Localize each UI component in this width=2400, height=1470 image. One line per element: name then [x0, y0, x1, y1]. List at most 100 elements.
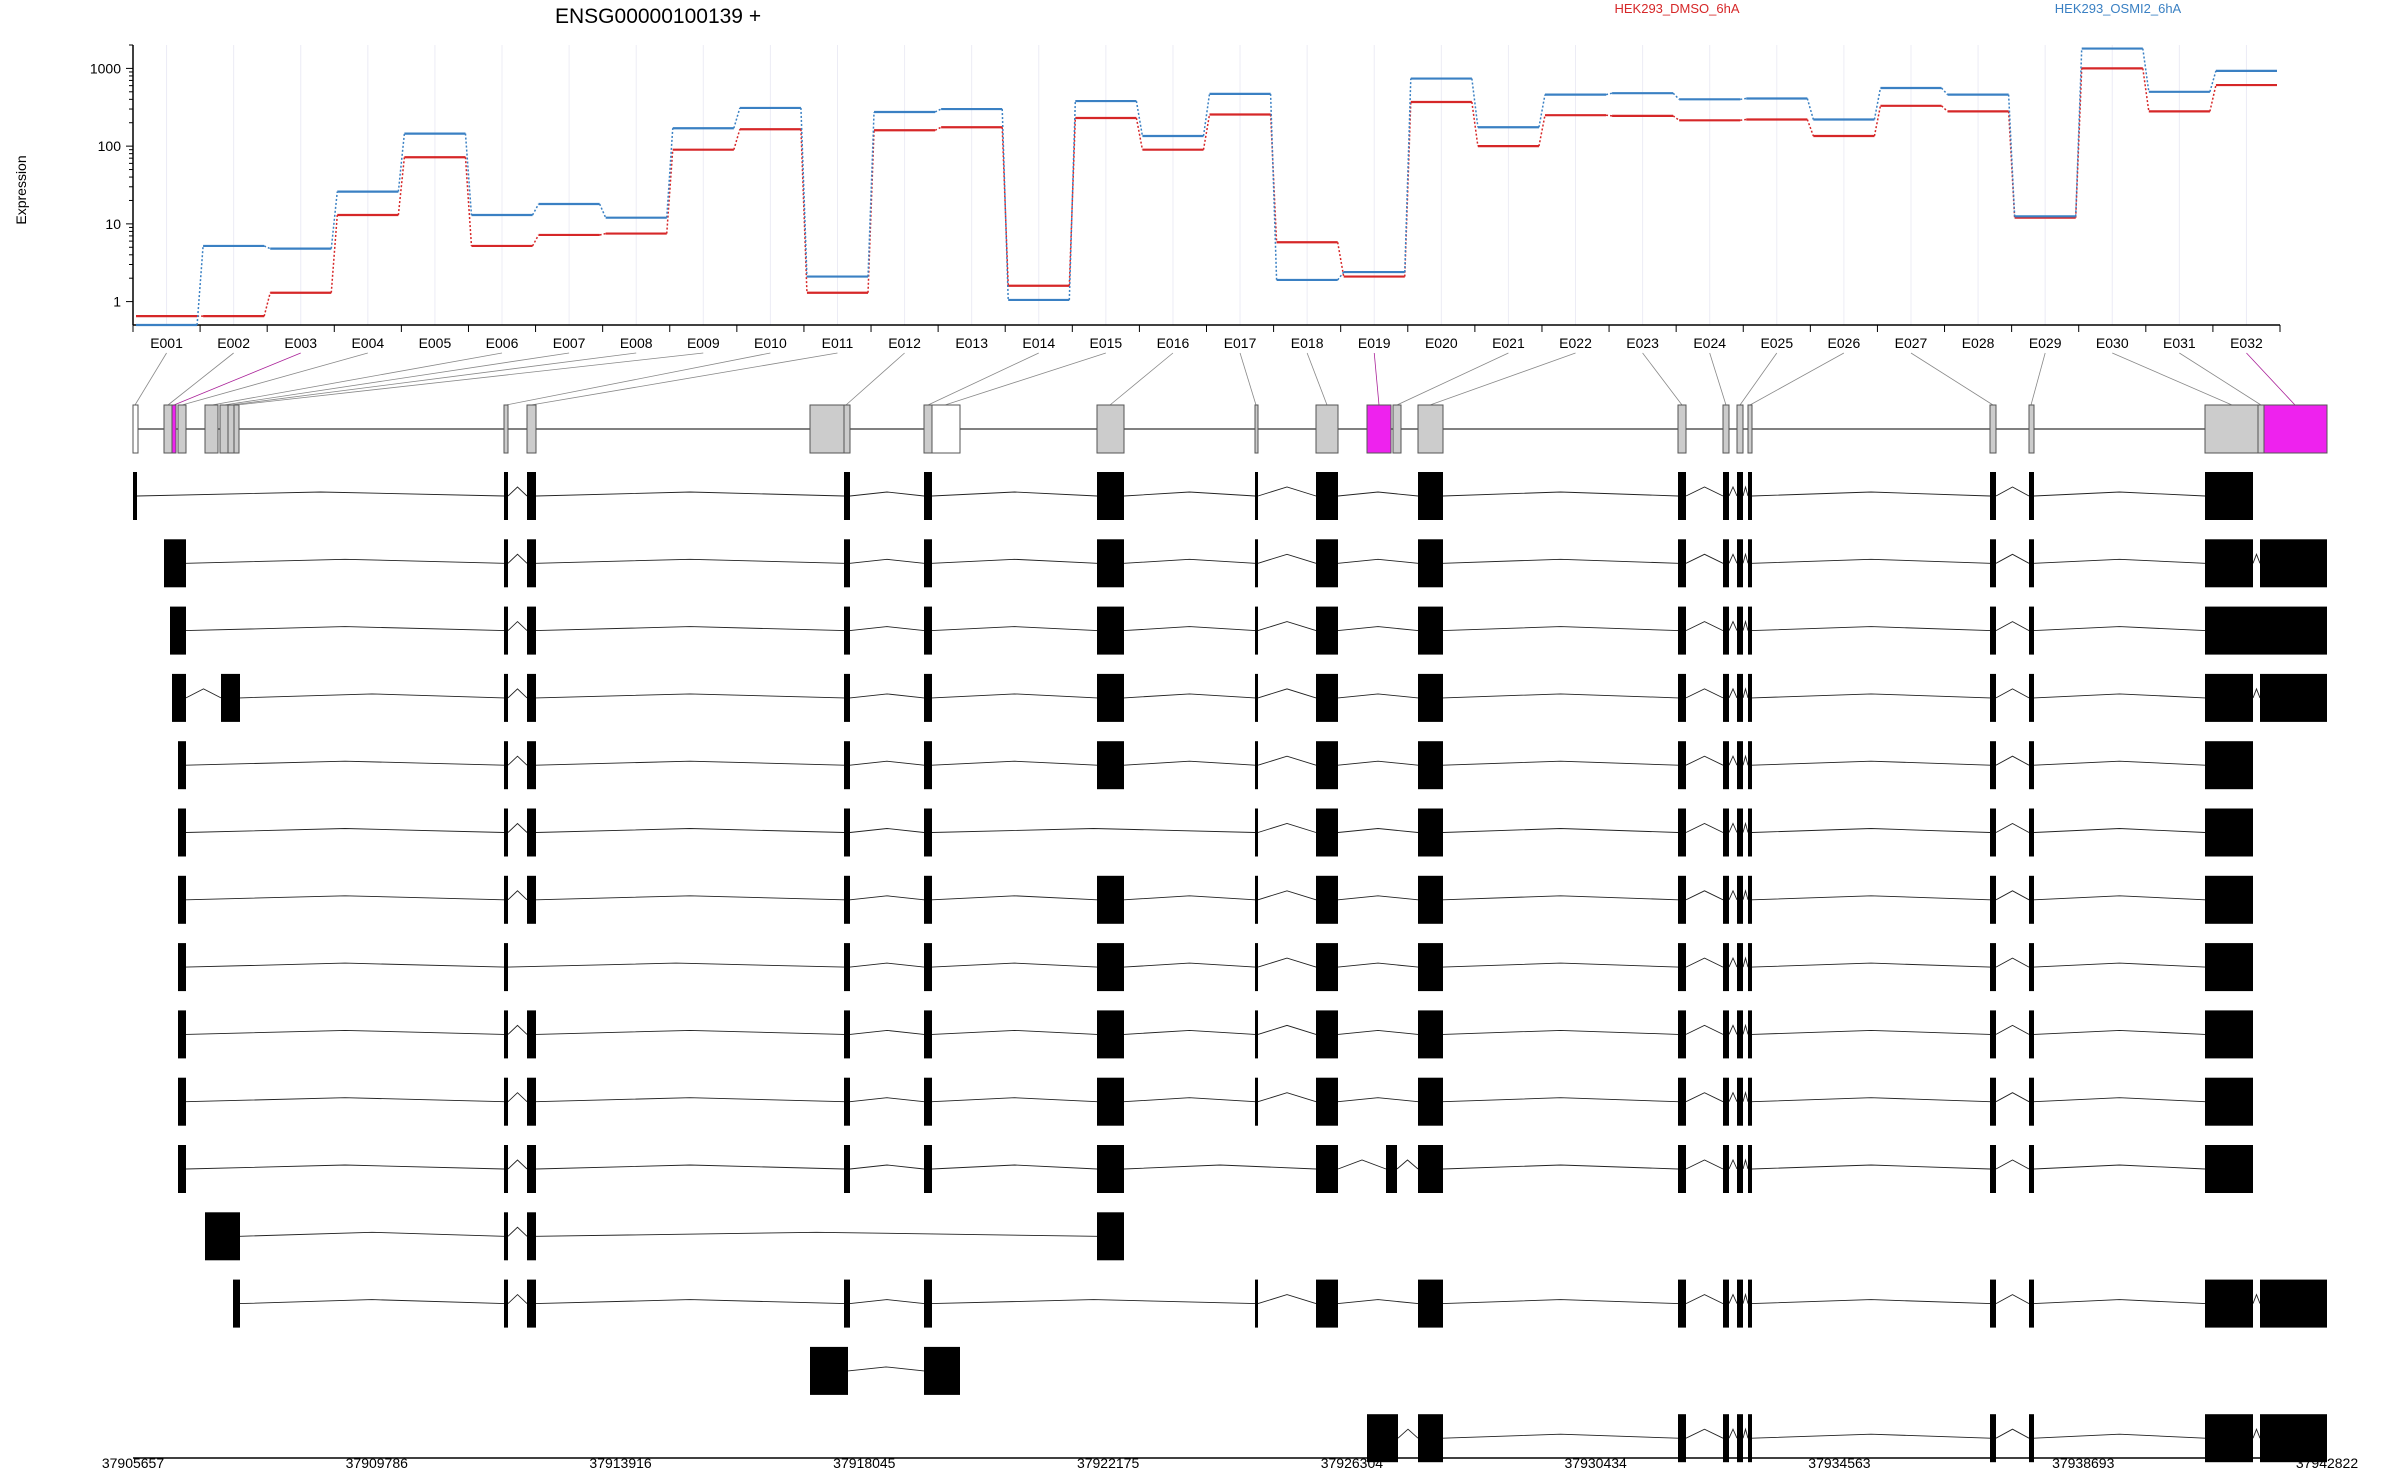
intron-line	[1685, 890, 1724, 901]
transcript-exon	[2205, 808, 2253, 857]
transcript-exon	[504, 1279, 508, 1328]
y-tick-label: 1000	[90, 60, 121, 76]
series-step	[733, 129, 741, 150]
intron-line	[849, 1299, 925, 1305]
intron-line	[1337, 828, 1419, 833]
transcript-exon	[844, 539, 850, 588]
intron-line	[1995, 822, 2030, 833]
exon-bin	[132, 404, 139, 454]
transcript-exon	[1737, 1145, 1743, 1193]
bin-connector	[2112, 352, 2233, 406]
exon-bin	[233, 404, 240, 454]
intron-line	[1742, 619, 1749, 631]
transcript	[1367, 1414, 2327, 1463]
series-step	[1740, 118, 1747, 122]
intron-line	[507, 1024, 528, 1035]
series-step	[1001, 127, 1009, 286]
intron-line	[185, 962, 505, 968]
transcript-exon	[924, 875, 932, 924]
transcript	[178, 943, 2253, 992]
x-tick-label: E022	[1559, 335, 1592, 351]
intron-line	[2033, 1164, 2206, 1170]
bin-connector	[1306, 352, 1328, 406]
exon-bin	[503, 404, 509, 454]
transcript-exon	[924, 539, 932, 588]
transcript-tracks	[133, 472, 2327, 1463]
intron-line	[1337, 760, 1419, 766]
intron-line	[2033, 1029, 2206, 1035]
bin-connector	[1396, 352, 1509, 406]
transcript	[810, 1346, 960, 1395]
intron-line	[849, 895, 925, 901]
intron-line	[185, 688, 222, 699]
transcript-exon	[2260, 1414, 2327, 1463]
intron-line	[2033, 1299, 2206, 1305]
exon-bin	[171, 404, 177, 454]
intron-line	[1337, 1097, 1419, 1103]
y-tick-label: 1	[113, 294, 121, 310]
intron-line	[1728, 553, 1738, 564]
intron-line	[1742, 1023, 1749, 1035]
intron-line	[1742, 687, 1749, 699]
intron-line	[1337, 491, 1419, 497]
series-step	[934, 126, 942, 131]
series-step	[598, 203, 607, 219]
transcript-exon	[504, 808, 508, 857]
intron-line	[931, 626, 1098, 632]
intron-line	[1751, 1097, 1991, 1103]
transcript-exon	[1097, 606, 1124, 655]
series-step	[2209, 84, 2217, 112]
transcript-exon	[1748, 673, 1752, 722]
transcript-exon	[1097, 875, 1124, 924]
genome-tick-label: 37905657	[102, 1455, 165, 1470]
x-tick-label: E020	[1425, 335, 1458, 351]
transcript-exon	[1316, 1279, 1338, 1328]
intron-line	[849, 760, 925, 766]
intron-line	[507, 688, 528, 699]
transcript-exon	[2029, 1414, 2034, 1463]
x-tick-label: E017	[1224, 335, 1257, 351]
transcript-exon	[504, 472, 508, 520]
exon-bin	[1736, 404, 1744, 454]
intron-line	[2252, 1293, 2261, 1304]
intron-line	[1337, 693, 1419, 699]
transcript	[164, 539, 2327, 588]
transcript-exon	[205, 1212, 240, 1261]
exon-bin	[1747, 404, 1753, 454]
series-step	[1740, 97, 1747, 101]
transcript-exon	[1990, 673, 1996, 722]
exon-bin	[1722, 404, 1730, 454]
transcript-exon	[844, 1279, 850, 1328]
series-step	[1672, 115, 1680, 121]
transcript-exon	[1678, 1010, 1686, 1059]
intron-line	[507, 553, 528, 564]
intron-line	[931, 1299, 1256, 1305]
exon-bin	[219, 404, 229, 454]
transcript-exon	[221, 673, 240, 722]
intron-line	[535, 1231, 1098, 1237]
intron-line	[931, 962, 1098, 968]
transcript	[170, 606, 2327, 655]
intron-line	[1442, 1164, 1679, 1170]
x-tick-label: E007	[553, 335, 586, 351]
x-tick-label: E010	[754, 335, 787, 351]
intron-line	[1397, 1428, 1419, 1439]
intron-line	[507, 1226, 528, 1237]
transcript-exon	[527, 1145, 536, 1193]
x-tick-label: E021	[1492, 335, 1525, 351]
transcript-exon	[844, 1077, 850, 1126]
transcript-exon	[2029, 1077, 2034, 1126]
transcript-exon	[1990, 1145, 1996, 1193]
transcript-exon	[2260, 1279, 2327, 1328]
bin-connector	[505, 352, 771, 406]
series-step	[2142, 68, 2150, 112]
intron-line	[1442, 491, 1679, 497]
series-step	[1135, 100, 1144, 137]
intron-line	[1337, 558, 1419, 564]
genome-tick-label: 37934563	[1808, 1455, 1871, 1470]
transcript-exon	[1678, 673, 1686, 722]
transcript-exon	[2260, 673, 2327, 722]
intron-line	[931, 693, 1098, 699]
genome-coordinate-axis: 37905657 37909786 37913916 37918045 37922175…	[102, 1455, 2359, 1470]
bin-connector	[2246, 352, 2296, 406]
